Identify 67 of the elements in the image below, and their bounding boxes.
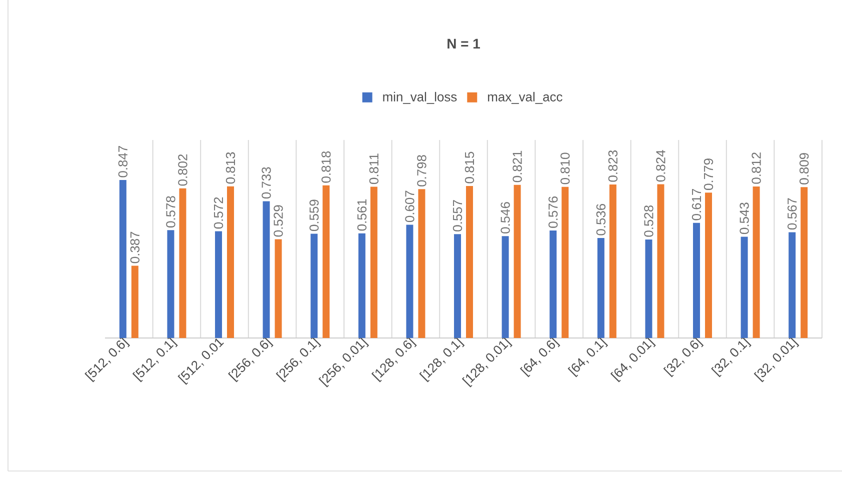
bar — [502, 236, 509, 338]
data-label: 0.576 — [548, 196, 558, 228]
bar — [310, 234, 318, 338]
bar — [705, 192, 712, 338]
bar — [514, 184, 521, 338]
bar — [466, 186, 474, 338]
bar — [370, 186, 378, 338]
data-label: 0.528 — [644, 205, 654, 237]
data-label: 0.802 — [178, 154, 188, 186]
data-label: 0.813 — [226, 152, 236, 184]
data-label: 0.387 — [130, 232, 140, 264]
data-label: 0.567 — [788, 198, 797, 230]
bar — [740, 236, 748, 338]
bar — [609, 184, 616, 338]
bar — [788, 232, 796, 338]
bar — [562, 186, 569, 338]
data-label: 0.811 — [369, 154, 378, 184]
data-label: 0.617 — [692, 188, 702, 220]
chart-title: N = 1 — [448, 38, 480, 48]
bar — [418, 189, 426, 338]
bar — [358, 233, 366, 338]
x-tick-label: [32, 0.1] — [711, 336, 752, 378]
data-label: 0.798 — [417, 155, 426, 186]
bar — [406, 224, 414, 338]
x-tick-label: [64, 0.1] — [568, 336, 608, 378]
data-label: 0.543 — [740, 202, 749, 234]
bar — [274, 239, 282, 338]
data-label: 0.847 — [118, 146, 128, 178]
data-label: 0.578 — [166, 196, 176, 228]
x-tick-label: [32, 0.6] — [663, 336, 704, 378]
data-label: 0.557 — [452, 200, 462, 232]
data-label: 0.812 — [752, 152, 761, 184]
data-label: 0.536 — [596, 204, 606, 236]
bar — [454, 234, 462, 338]
bar — [262, 201, 270, 338]
bar — [119, 180, 126, 338]
bar — [693, 222, 700, 338]
bar — [800, 187, 808, 338]
bar — [645, 239, 652, 338]
data-label: 0.733 — [262, 167, 271, 199]
data-label: 0.823 — [608, 150, 618, 182]
data-label: 0.821 — [512, 150, 522, 182]
data-label: 0.779 — [704, 158, 714, 190]
data-label: 0.561 — [357, 199, 366, 231]
bar — [657, 184, 664, 338]
data-label: 0.529 — [274, 205, 283, 237]
bar — [752, 186, 760, 338]
legend-label: min_val_loss — [383, 92, 457, 104]
x-tick-label: [64, 0.6] — [520, 336, 560, 378]
data-label: 0.607 — [405, 190, 414, 222]
data-label: 0.810 — [560, 152, 570, 184]
bar — [179, 188, 186, 338]
data-label: 0.824 — [656, 150, 666, 182]
data-label: 0.818 — [322, 151, 331, 183]
data-label: 0.559 — [310, 200, 319, 232]
data-label: 0.572 — [214, 197, 224, 229]
bar — [322, 185, 330, 338]
data-label: 0.546 — [500, 202, 510, 234]
bar — [597, 238, 604, 338]
bar — [215, 231, 222, 338]
bar — [131, 266, 138, 338]
bar — [227, 186, 234, 338]
data-label: 0.809 — [800, 153, 809, 184]
bar — [550, 230, 557, 338]
bar — [167, 230, 174, 338]
legend-label: max_val_acc — [488, 92, 562, 104]
data-label: 0.815 — [464, 152, 474, 184]
